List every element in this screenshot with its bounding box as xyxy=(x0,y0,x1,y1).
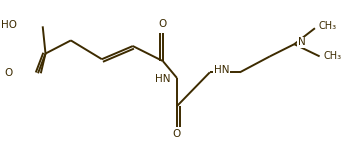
Text: HO: HO xyxy=(1,20,17,30)
Text: HN: HN xyxy=(213,65,229,75)
Text: HN: HN xyxy=(155,74,170,84)
Text: N: N xyxy=(298,37,306,47)
Text: O: O xyxy=(159,19,167,29)
Text: CH₃: CH₃ xyxy=(323,51,341,61)
Text: O: O xyxy=(173,129,181,139)
Text: O: O xyxy=(4,68,13,78)
Text: CH₃: CH₃ xyxy=(319,21,337,31)
